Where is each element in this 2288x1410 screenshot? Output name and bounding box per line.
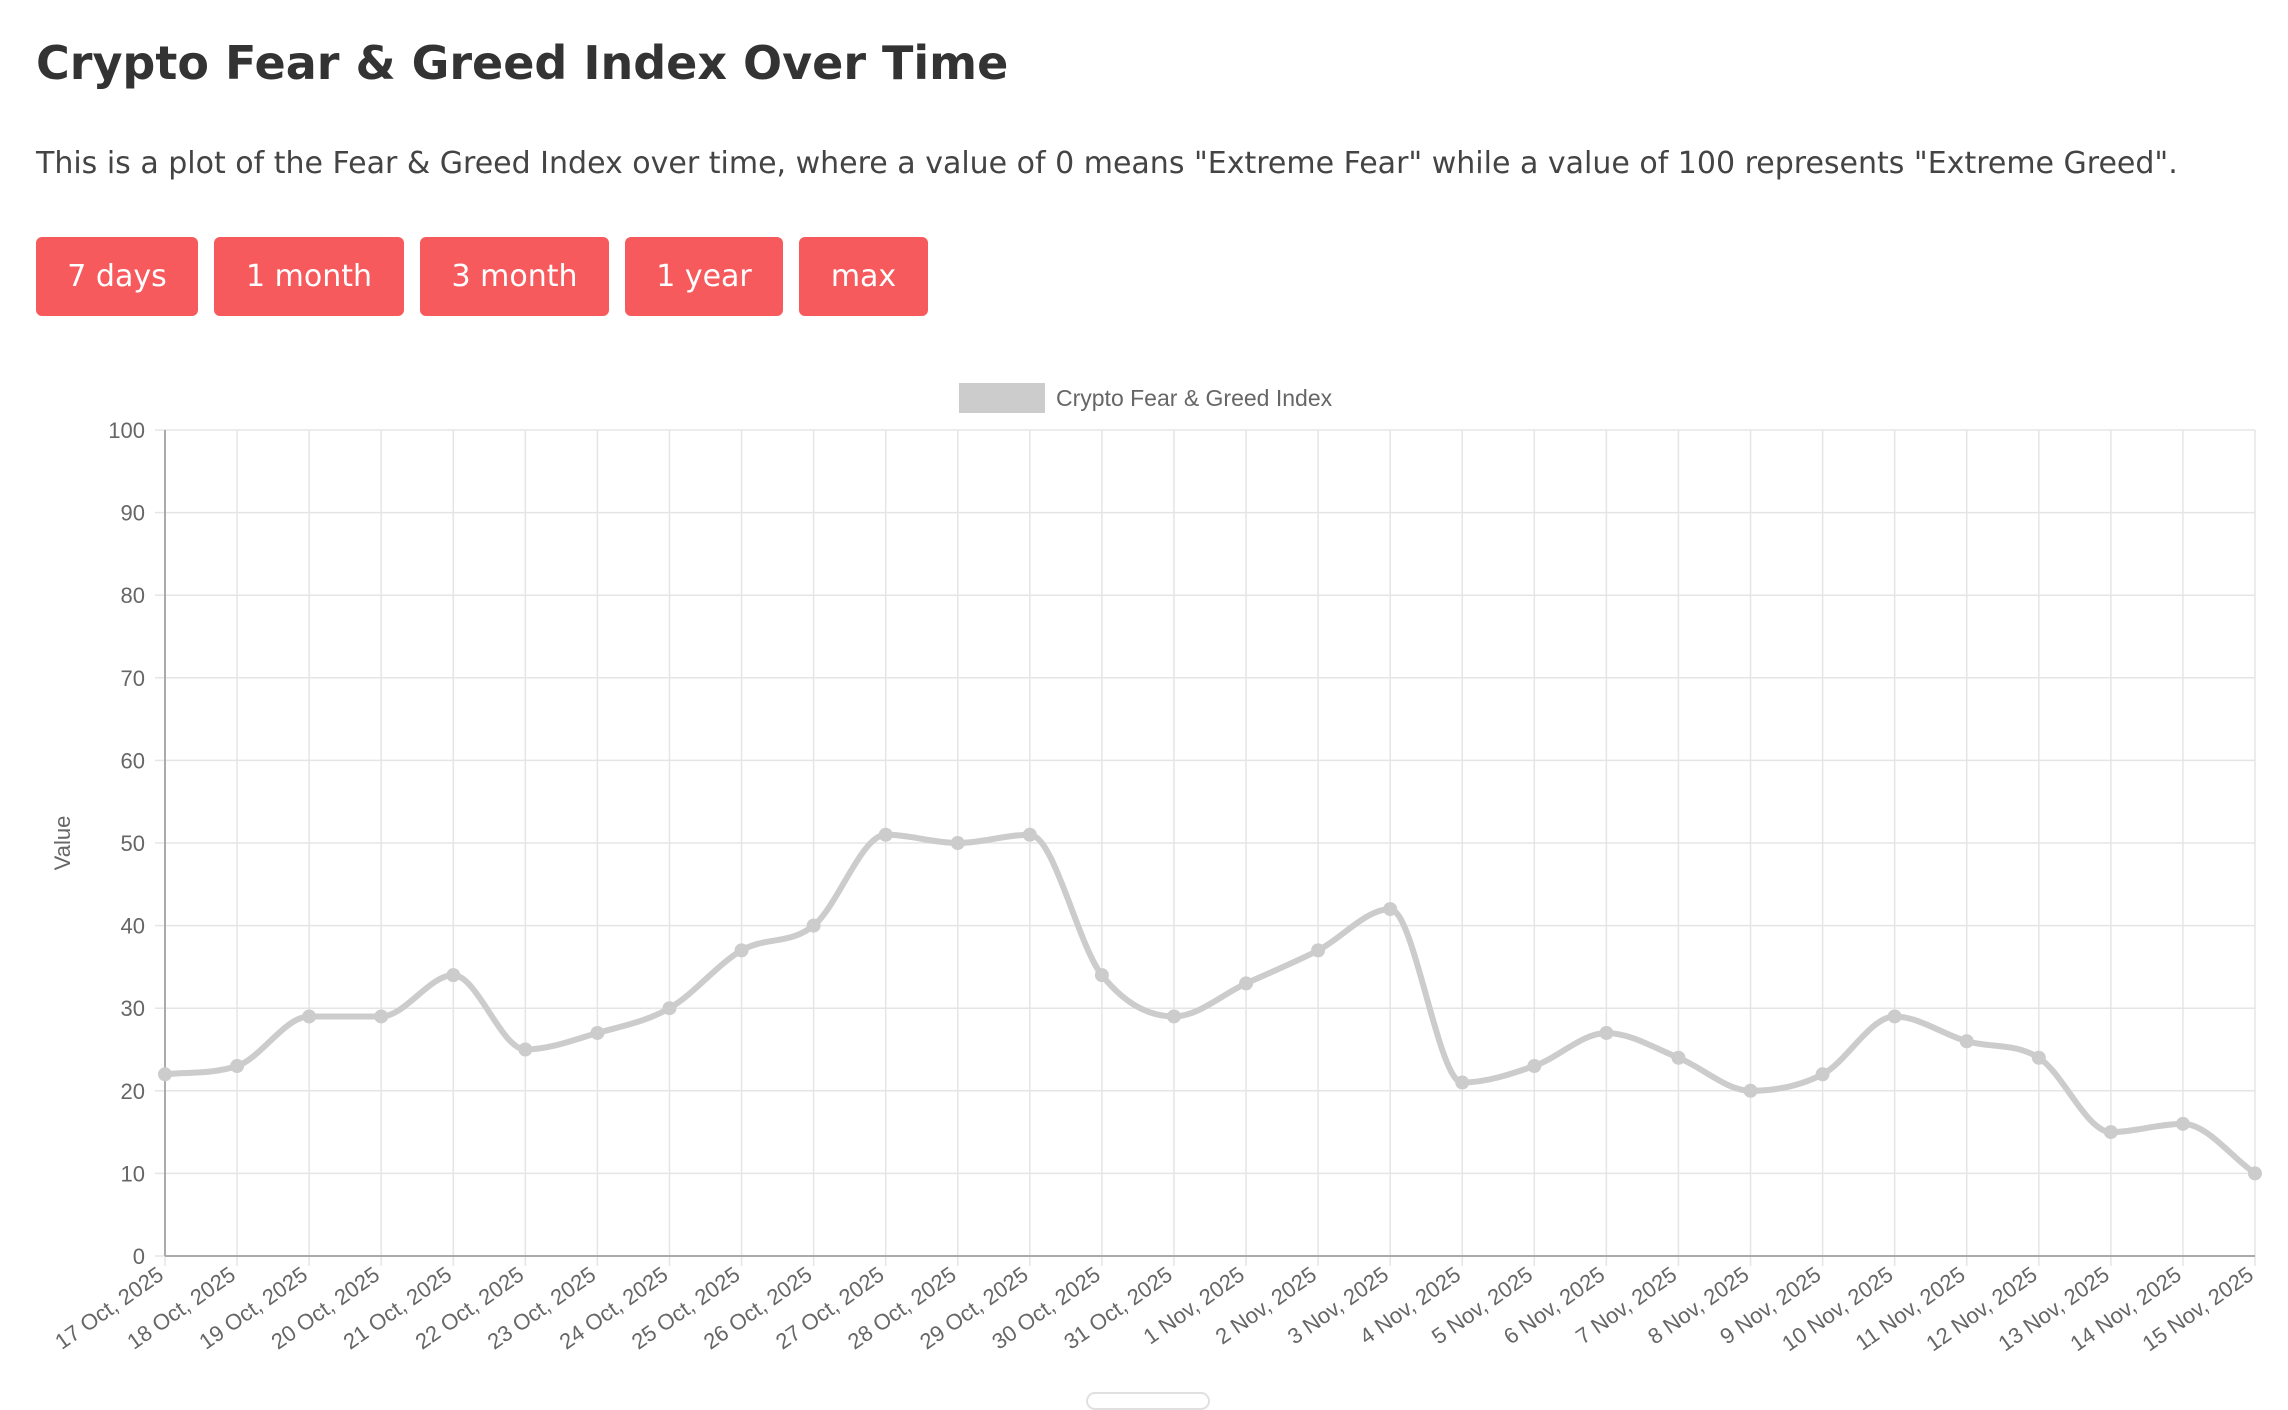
y-tick-label: 30 (121, 996, 145, 1021)
legend-swatch (959, 383, 1045, 413)
y-tick-label: 0 (133, 1244, 145, 1269)
y-tick-label: 10 (121, 1161, 145, 1186)
y-axis-title: Value (50, 816, 75, 871)
page-title: Crypto Fear & Greed Index Over Time (36, 36, 1009, 90)
data-point[interactable] (878, 827, 893, 842)
y-tick-label: 90 (121, 501, 145, 526)
series-fear-greed-index (158, 827, 2262, 1181)
data-point[interactable] (1887, 1009, 1902, 1024)
bottom-scroll-handle[interactable] (1086, 1392, 1210, 1410)
data-point[interactable] (230, 1059, 245, 1074)
chart-grid (155, 429, 2256, 1266)
data-point[interactable] (518, 1042, 533, 1057)
data-point[interactable] (1239, 976, 1254, 991)
data-point[interactable] (1743, 1083, 1758, 1098)
y-tick-label: 60 (121, 748, 145, 773)
data-point[interactable] (2248, 1166, 2262, 1181)
data-point[interactable] (2175, 1116, 2190, 1131)
data-point[interactable] (302, 1009, 317, 1024)
series-line (162, 831, 2258, 1177)
data-point[interactable] (1022, 827, 1037, 842)
data-point[interactable] (1527, 1059, 1542, 1074)
data-point[interactable] (2031, 1050, 2046, 1065)
data-point[interactable] (1959, 1034, 1974, 1049)
data-point[interactable] (446, 968, 461, 983)
y-tick-label: 70 (121, 666, 145, 691)
range-7-days-button[interactable]: 7 days (36, 237, 198, 316)
data-point[interactable] (590, 1025, 605, 1040)
data-point[interactable] (1599, 1025, 1614, 1040)
page-description: This is a plot of the Fear & Greed Index… (36, 146, 2178, 181)
chart-legend[interactable]: Crypto Fear & Greed Index (959, 383, 1333, 413)
data-point[interactable] (806, 918, 821, 933)
y-tick-label: 80 (121, 583, 145, 608)
y-tick-label: 100 (108, 418, 145, 443)
data-point[interactable] (1671, 1050, 1686, 1065)
data-point[interactable] (1094, 968, 1109, 983)
y-tick-label: 20 (121, 1079, 145, 1104)
range-1-month-button[interactable]: 1 month (214, 237, 404, 316)
data-point[interactable] (158, 1067, 172, 1082)
range-button-group: 7 days 1 month 3 month 1 year max (36, 237, 928, 316)
data-point[interactable] (1815, 1067, 1830, 1082)
range-3-month-button[interactable]: 3 month (420, 237, 609, 316)
range-max-button[interactable]: max (799, 237, 928, 316)
range-1-year-button[interactable]: 1 year (625, 237, 783, 316)
data-point[interactable] (1166, 1009, 1181, 1024)
data-point[interactable] (1383, 902, 1398, 917)
data-point[interactable] (950, 836, 965, 850)
data-point[interactable] (734, 943, 749, 958)
data-point[interactable] (374, 1009, 389, 1024)
data-point[interactable] (1311, 943, 1326, 958)
data-point[interactable] (2103, 1125, 2118, 1140)
data-point[interactable] (662, 1001, 677, 1016)
y-tick-label: 50 (121, 831, 145, 856)
data-point[interactable] (1455, 1075, 1470, 1090)
legend-label: Crypto Fear & Greed Index (1056, 385, 1333, 411)
y-tick-label: 40 (121, 914, 145, 939)
